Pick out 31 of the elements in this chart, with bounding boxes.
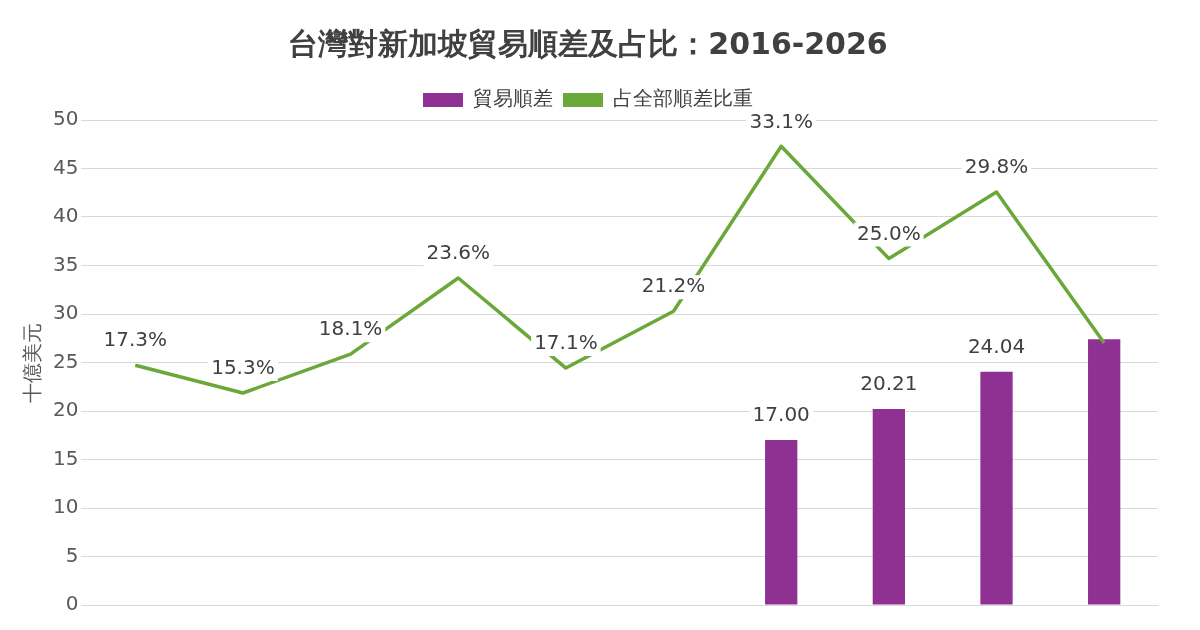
- chart-title: 台灣對新加坡貿易順差及占比：2016-2026: [288, 25, 888, 61]
- bar: [872, 408, 906, 605]
- bar: [1088, 339, 1121, 605]
- data-label: 23.6%: [426, 240, 491, 265]
- y-tick-label: 50: [53, 106, 79, 131]
- data-label: 15.3%: [211, 355, 275, 380]
- y-tick-label: 5: [65, 542, 79, 567]
- y-tick-label: 40: [53, 203, 79, 228]
- data-label: 17.1%: [534, 330, 598, 355]
- data-label: 29.8%: [964, 154, 1029, 179]
- y-tick-label: 0: [65, 591, 79, 616]
- y-tick-label: 10: [53, 494, 79, 519]
- bar: [980, 371, 1013, 605]
- y-tick-label: 35: [53, 251, 79, 276]
- y-tick-label: 25: [53, 348, 79, 373]
- data-label: 18.1%: [318, 316, 383, 341]
- bar: [765, 440, 798, 605]
- legend-label: 占全部順差比重: [613, 86, 753, 111]
- data-label: 21.2%: [641, 273, 706, 298]
- data-label: 20.21: [860, 371, 918, 396]
- y-tick-label: 45: [53, 154, 79, 179]
- data-label: 17.3%: [103, 327, 168, 352]
- y-tick-label: 30: [53, 300, 79, 325]
- y-tick-label: 20: [53, 397, 79, 422]
- data-label: 17.00: [752, 402, 810, 427]
- data-label: 33.1%: [749, 108, 813, 133]
- legend-label: 貿易順差: [473, 86, 553, 111]
- y-tick-label: 15: [53, 445, 79, 470]
- data-label: 24.04: [967, 334, 1026, 359]
- y-axis-title: 十億美元: [20, 322, 45, 403]
- data-label: 25.0%: [857, 220, 921, 245]
